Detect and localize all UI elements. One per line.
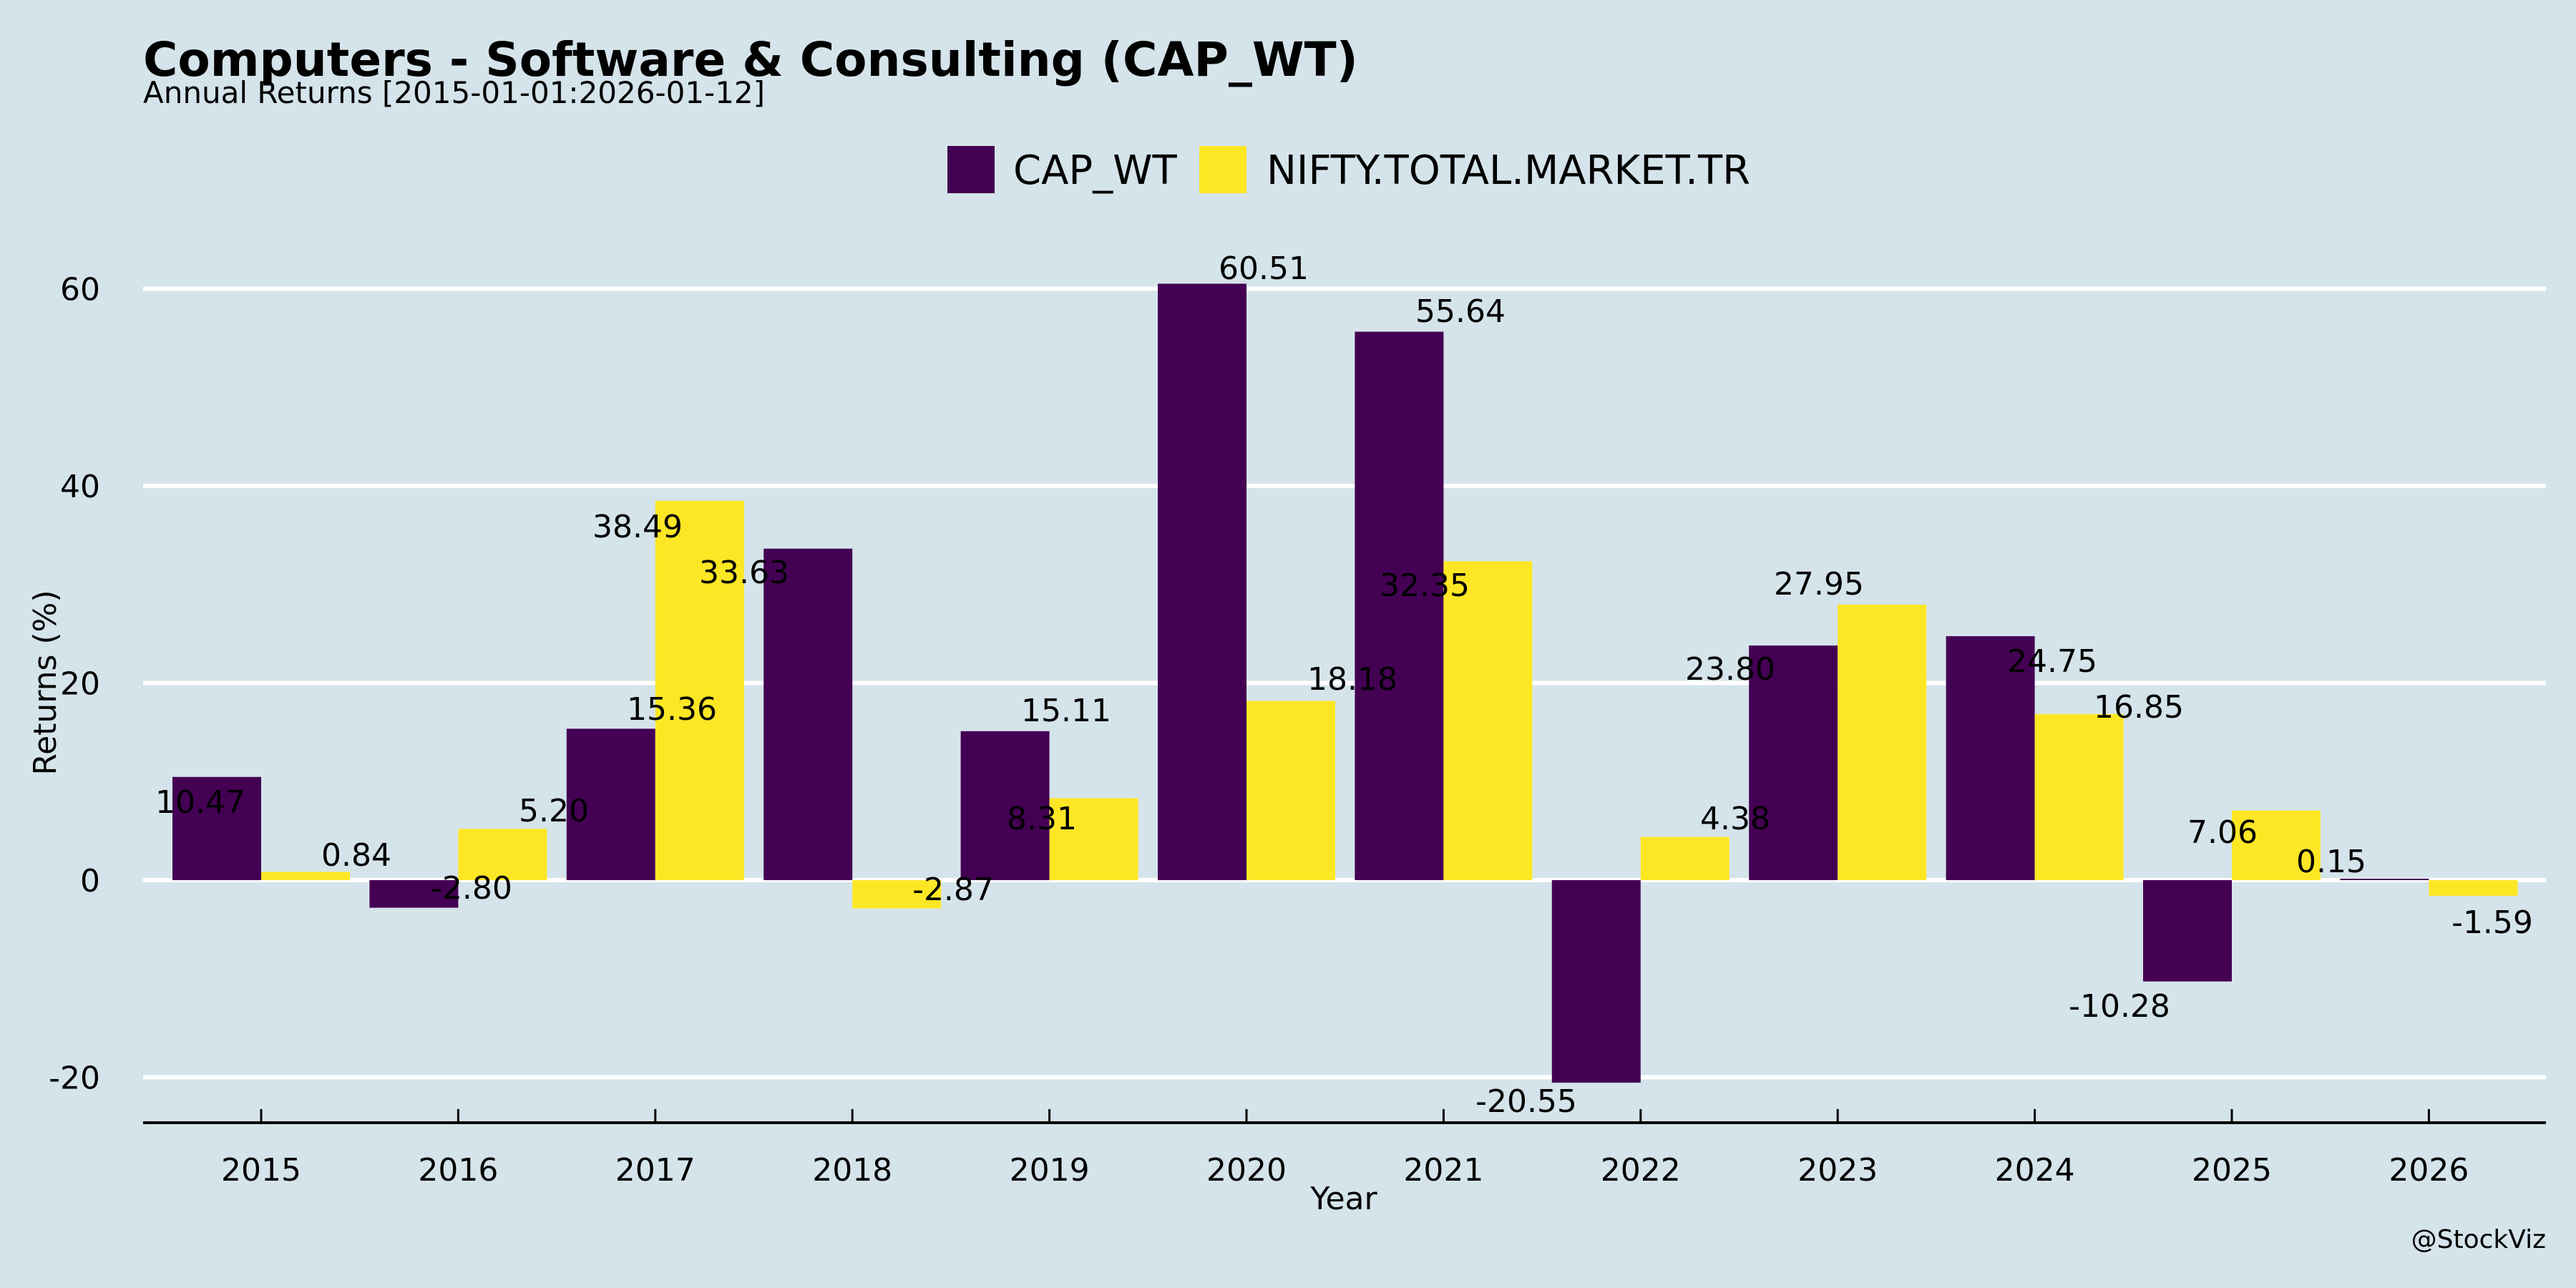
chart-title: Computers - Software & Consulting (CAP_W… — [143, 32, 1358, 87]
bar-cap-wt-2015 — [172, 776, 261, 880]
y-axis-ticks: -20 0 20 40 60 — [49, 272, 100, 1097]
data-label-nifty-2020: 18.18 — [1307, 661, 1397, 698]
legend-label-nifty: NIFTY.TOTAL.MARKET.TR — [1267, 147, 1750, 194]
bar-nifty-2019 — [1049, 798, 1138, 880]
bar-cap-wt-2024 — [1946, 636, 2035, 880]
bar-nifty-2025 — [2232, 810, 2321, 880]
bar-cap-wt-2021 — [1355, 331, 1444, 881]
bar-nifty-2020 — [1246, 701, 1335, 880]
bar-cap-wt-2018 — [763, 548, 853, 880]
x-tick-label: 2017 — [615, 1152, 696, 1189]
bar-cap-wt-2019 — [960, 731, 1050, 880]
data-label-cap-wt-2026: 0.15 — [2296, 844, 2366, 880]
x-tick-label: 2016 — [418, 1152, 498, 1189]
bar-cap-wt-2017 — [566, 728, 655, 880]
data-label-cap-wt-2015: 10.47 — [155, 784, 245, 821]
bars — [172, 283, 2518, 1083]
data-label-nifty-2018: -2.87 — [912, 872, 994, 908]
x-tick-label: 2025 — [2192, 1152, 2272, 1189]
x-tick-label: 2018 — [812, 1152, 892, 1189]
y-tick-label: 20 — [60, 666, 100, 703]
bar-cap-wt-2026 — [2340, 878, 2429, 880]
bar-cap-wt-2020 — [1158, 283, 1246, 881]
bar-cap-wt-2016 — [369, 880, 459, 908]
y-tick-label: 60 — [60, 272, 100, 308]
data-labels: 10.47 -2.80 15.36 33.63 15.11 60.51 55.64 -20.5… — [155, 250, 2533, 1120]
data-label-nifty-2016: 5.20 — [519, 793, 589, 829]
y-axis-label: Returns (%) — [27, 590, 64, 775]
x-tick-label: 2021 — [1403, 1152, 1483, 1189]
bar-cap-wt-2022 — [1551, 880, 1641, 1083]
bar-nifty-2022 — [1640, 836, 1729, 880]
bar-nifty-2017 — [655, 500, 744, 880]
data-label-cap-wt-2022: -20.55 — [1475, 1083, 1577, 1120]
x-tick-label: 2022 — [1601, 1152, 1681, 1189]
data-label-nifty-2026: -1.59 — [2451, 904, 2533, 941]
legend-swatch-nifty — [1199, 146, 1246, 193]
y-tick-label: -20 — [49, 1060, 100, 1097]
x-tick-label: 2024 — [1995, 1152, 2075, 1189]
bar-nifty-2026 — [2429, 880, 2518, 896]
bar-cap-wt-2023 — [1749, 645, 1838, 880]
data-label-nifty-2022: 4.38 — [1700, 801, 1770, 837]
data-label-nifty-2017: 38.49 — [592, 509, 683, 545]
bar-nifty-2024 — [2034, 713, 2124, 880]
bar-nifty-2015 — [261, 872, 350, 880]
x-tick-label: 2019 — [1010, 1152, 1090, 1189]
x-tick-label: 2020 — [1206, 1152, 1287, 1189]
data-label-nifty-2015: 0.84 — [321, 837, 391, 874]
data-label-nifty-2023: 27.95 — [1774, 566, 1864, 602]
chart-subtitle: Annual Returns [2015-01-01:2026-01-12] — [143, 75, 765, 110]
data-label-cap-wt-2019: 15.11 — [1021, 693, 1111, 729]
data-label-cap-wt-2021: 55.64 — [1415, 293, 1506, 330]
legend-swatch-cap-wt — [947, 146, 995, 193]
x-tick-label: 2026 — [2389, 1152, 2469, 1189]
data-label-nifty-2025: 7.06 — [2187, 814, 2258, 851]
data-label-nifty-2021: 32.35 — [1380, 567, 1470, 604]
data-label-cap-wt-2024: 24.75 — [2007, 643, 2097, 680]
data-label-cap-wt-2025: -10.28 — [2069, 988, 2170, 1025]
bar-nifty-2018 — [852, 880, 942, 909]
legend-label-cap-wt: CAP_WT — [1013, 147, 1178, 194]
bar-cap-wt-2025 — [2143, 880, 2232, 982]
bar-nifty-2021 — [1443, 561, 1533, 880]
x-axis-label: Year — [1309, 1181, 1377, 1217]
bar-nifty-2023 — [1838, 604, 1927, 880]
data-label-cap-wt-2017: 15.36 — [627, 691, 717, 728]
x-tick-label: 2023 — [1797, 1152, 1878, 1189]
legend: CAP_WT NIFTY.TOTAL.MARKET.TR — [947, 146, 1750, 194]
data-label-nifty-2019: 8.31 — [1007, 801, 1077, 837]
y-tick-label: 40 — [60, 469, 100, 505]
bar-nifty-2016 — [458, 829, 547, 880]
data-label-cap-wt-2023: 23.80 — [1685, 651, 1775, 688]
y-tick-label: 0 — [80, 863, 100, 899]
data-label-nifty-2024: 16.85 — [2094, 689, 2184, 726]
data-label-cap-wt-2016: -2.80 — [431, 870, 512, 907]
x-tick-label: 2015 — [221, 1152, 301, 1189]
x-axis-ticks: 2015 2016 2017 2018 2019 2020 2021 2022 2023 2024… — [221, 1109, 2469, 1189]
data-label-cap-wt-2018: 33.63 — [699, 555, 789, 591]
data-label-cap-wt-2020: 60.51 — [1219, 250, 1309, 287]
credit-text: @StockViz — [2411, 1225, 2546, 1254]
